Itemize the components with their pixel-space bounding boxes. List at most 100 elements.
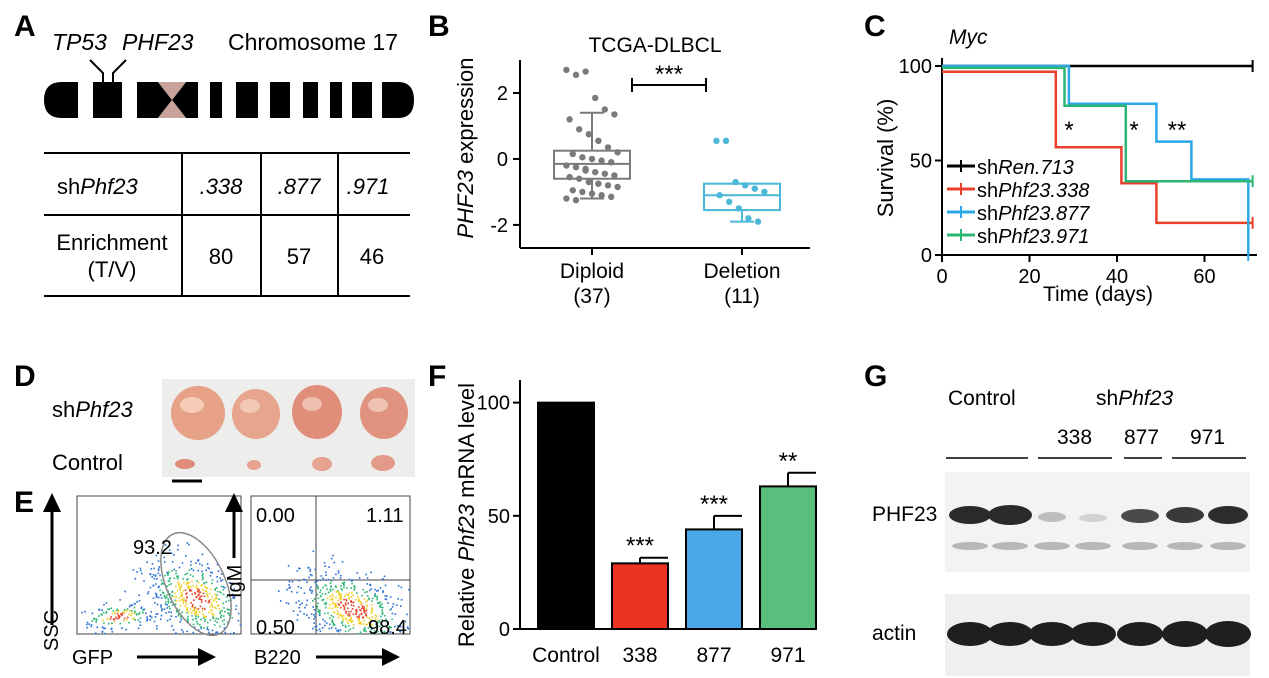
flow-event: [201, 570, 203, 573]
flow-event: [165, 601, 167, 603]
flow-event: [163, 594, 166, 597]
flow-event: [156, 613, 159, 615]
flow-event: [355, 613, 357, 616]
flow-event: [197, 588, 199, 591]
flow-event: [143, 608, 145, 611]
panel-letter-a: A: [14, 10, 36, 43]
flow-event: [342, 604, 345, 607]
flow-event: [311, 592, 313, 594]
flow-event: [143, 580, 145, 582]
flow-event: [337, 570, 340, 572]
flow-event: [382, 606, 384, 609]
flow-event: [201, 578, 204, 581]
flow-event: [177, 581, 179, 584]
flow-event: [345, 610, 347, 613]
flow-event: [197, 608, 200, 610]
flow-event: [358, 620, 361, 623]
flow-event: [223, 623, 225, 625]
flow-event: [377, 589, 379, 592]
flow-event: [378, 619, 381, 622]
flow-event: [218, 608, 221, 610]
flow-event: [343, 584, 345, 587]
chart-b-category-count: (37): [573, 285, 610, 308]
flow-event: [166, 571, 168, 574]
flow-event: [332, 599, 334, 601]
flow-event: [182, 578, 184, 580]
flow-event: [279, 600, 282, 602]
flow-event: [370, 612, 373, 615]
flow-event: [215, 597, 218, 600]
flow-event: [179, 621, 181, 623]
flow-event: [313, 609, 316, 611]
flow-event: [150, 611, 153, 613]
flow-event: [185, 601, 187, 603]
flow-event: [371, 632, 374, 635]
flow-event: [371, 600, 373, 602]
flow-event: [160, 614, 163, 617]
flow-event: [155, 593, 158, 596]
flow-event: [118, 616, 121, 619]
flow-event: [233, 588, 235, 590]
flow-event: [176, 548, 179, 551]
flow-event: [207, 629, 210, 631]
data-point: [595, 137, 602, 145]
flow-event: [359, 600, 361, 603]
flow-event: [223, 607, 225, 609]
flow-event: [185, 555, 187, 557]
flow-event: [324, 612, 326, 615]
flow-event: [381, 609, 383, 611]
table-cell-hairpin: .971: [347, 174, 390, 199]
flow-event: [340, 622, 343, 624]
flow-event: [380, 615, 382, 618]
flow-event: [362, 617, 364, 619]
chart-c-axes: 100 50 00 20 40 60: [899, 56, 1257, 288]
data-point: [761, 188, 768, 196]
flow-event: [239, 623, 242, 626]
flow-event: [169, 577, 172, 579]
flow-event: [339, 594, 342, 597]
flow-event: [399, 631, 402, 633]
flow-event: [338, 604, 341, 606]
flow-event: [347, 594, 350, 596]
flow-event: [206, 621, 209, 624]
flow-event: [219, 612, 221, 615]
flow-event: [340, 585, 342, 587]
flow-event: [157, 568, 160, 570]
flow-event: [320, 575, 323, 577]
flow-event: [343, 586, 345, 589]
flow-event: [158, 585, 160, 588]
flow-event: [365, 601, 367, 603]
flow-event: [137, 627, 140, 630]
flow-event: [152, 550, 154, 552]
flow-event: [139, 624, 142, 626]
flow-event: [349, 619, 352, 621]
flow-event: [192, 575, 194, 578]
flow-event: [314, 616, 316, 618]
flow-event: [340, 606, 342, 609]
chart-b-significance: ***: [655, 61, 683, 88]
data-point: [611, 172, 618, 179]
flow-event: [173, 568, 175, 571]
flow-event: [339, 629, 342, 631]
flow-event: [132, 569, 135, 571]
flow-event: [123, 619, 125, 622]
panel-a: A TP53 PHF23 Chromosome 17: [14, 10, 414, 297]
flow-event: [208, 611, 210, 614]
flow-event: [357, 595, 359, 598]
flow-event: [332, 622, 335, 625]
flow-event: [177, 576, 179, 579]
flow-event: [365, 630, 367, 633]
flow-event: [314, 568, 317, 571]
flow-event: [348, 613, 351, 615]
flow-event: [101, 631, 104, 633]
flow-event: [191, 580, 193, 583]
flow-event: [215, 631, 217, 634]
flow-event: [373, 620, 375, 622]
flow-event: [203, 616, 206, 618]
lane-label: 877: [1124, 426, 1159, 449]
flow-event: [84, 610, 86, 613]
flow-event: [209, 605, 211, 608]
data-point: [604, 144, 612, 151]
flow-event: [220, 580, 222, 582]
flow-event: [113, 618, 116, 621]
